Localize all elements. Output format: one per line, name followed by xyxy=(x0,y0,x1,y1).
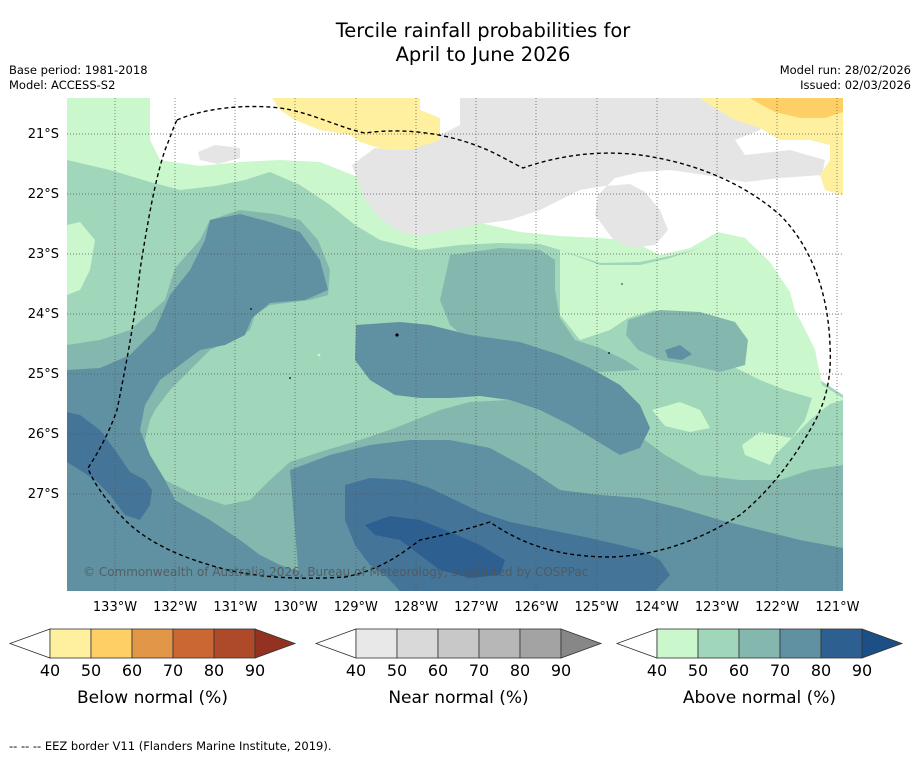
field-below-northeast-60 xyxy=(750,98,843,118)
field-above-40-south-2 xyxy=(652,402,710,432)
legend-swatch xyxy=(437,628,480,659)
legend-tick: 90 xyxy=(852,661,872,680)
legend-swatch xyxy=(779,628,822,659)
map-title: Tercile rainfall probabilities for April… xyxy=(0,19,919,67)
longitude-label: 127°W xyxy=(454,600,498,615)
longitude-label: 126°W xyxy=(514,600,558,615)
legend-swatch xyxy=(8,628,51,659)
title-line-1: Tercile rainfall probabilities for xyxy=(335,19,631,42)
latitude-label: 27°S xyxy=(28,487,59,502)
legend-swatch xyxy=(355,628,398,659)
legend-title: Below normal (%) xyxy=(77,688,228,708)
legend-swatch xyxy=(519,628,562,659)
legend-title: Near normal (%) xyxy=(388,688,528,708)
legend-tick: 60 xyxy=(428,661,448,680)
field-above-80-west xyxy=(67,412,152,520)
field-below-northeast xyxy=(700,98,843,195)
field-near-north xyxy=(352,98,825,248)
legend-tick: 50 xyxy=(387,661,407,680)
legend-1: 40 50 60 70 80 90 Below normal (%) xyxy=(8,628,297,708)
meta-left: Base period: 1981-2018 Model: ACCESS-S2 xyxy=(9,63,148,93)
field-above-70-center xyxy=(355,322,650,455)
longitude-label: 124°W xyxy=(635,600,679,615)
legend-swatch xyxy=(172,628,215,659)
field-above-60-east xyxy=(626,310,748,372)
longitude-label: 132°W xyxy=(153,600,197,615)
legend-swatch xyxy=(90,628,133,659)
legend-swatch xyxy=(697,628,740,659)
longitude-label: 125°W xyxy=(575,600,619,615)
legend-tick: 50 xyxy=(688,661,708,680)
longitude-label: 122°W xyxy=(755,600,799,615)
legend-swatch xyxy=(656,628,699,659)
probability-field xyxy=(67,98,843,591)
legend-tick: 90 xyxy=(245,661,265,680)
legend-tick: 40 xyxy=(346,661,366,680)
latitude-label: 23°S xyxy=(28,247,59,262)
legend-tick: 60 xyxy=(122,661,142,680)
longitude-label: 128°W xyxy=(394,600,438,615)
legend-2: 40 50 60 70 80 90 Near normal (%) xyxy=(314,628,603,708)
longitude-label: 123°W xyxy=(695,600,739,615)
legend-swatch xyxy=(820,628,863,659)
field-near-west xyxy=(198,145,240,164)
map-gridlines xyxy=(67,98,843,591)
longitude-label: 131°W xyxy=(213,600,257,615)
model-name: Model: ACCESS-S2 xyxy=(9,78,116,92)
latitude-labels: 21°S 22°S 23°S 24°S 25°S 26°S 27°S xyxy=(28,127,59,502)
field-above-40-west xyxy=(67,222,95,295)
field-above-80-south xyxy=(345,478,670,591)
legend-tick: 50 xyxy=(81,661,101,680)
eez-footnote: -- -- -- EEZ border V11 (Flanders Marine… xyxy=(9,739,332,753)
legend-swatch xyxy=(615,628,658,659)
legend-tick: 40 xyxy=(40,661,60,680)
legend-title: Above normal (%) xyxy=(683,688,836,708)
legend-tick: 60 xyxy=(729,661,749,680)
legend-tick: 70 xyxy=(469,661,489,680)
legend-tick: 80 xyxy=(510,661,530,680)
copyright-text: © Commonwealth of Australia 2026, Bureau… xyxy=(83,565,588,579)
latitude-label: 25°S xyxy=(28,367,59,382)
title-line-2: April to June 2026 xyxy=(395,43,571,66)
legend-tick: 80 xyxy=(811,661,831,680)
longitude-label: 133°W xyxy=(93,600,137,615)
model-run: Model run: 28/02/2026 xyxy=(779,63,911,77)
legend-swatch xyxy=(738,628,781,659)
legend-tick: 80 xyxy=(204,661,224,680)
field-below-north xyxy=(272,98,440,150)
meta-right: Model run: 28/02/2026 Issued: 02/03/2026 xyxy=(780,63,911,93)
legend-swatch xyxy=(478,628,521,659)
field-above-90-core xyxy=(365,516,505,578)
eez-border xyxy=(87,105,832,579)
base-period: Base period: 1981-2018 xyxy=(9,63,148,77)
longitude-labels: 133°W 132°W 131°W 130°W 129°W 128°W 127°W 126°W… xyxy=(93,600,860,615)
latitude-label: 21°S xyxy=(28,127,59,142)
legend-swatch xyxy=(396,628,439,659)
field-above-40-band xyxy=(560,235,843,465)
longitude-label: 130°W xyxy=(274,600,318,615)
legend-swatch xyxy=(560,628,603,659)
longitude-label: 121°W xyxy=(815,600,859,615)
legend-tick: 40 xyxy=(647,661,667,680)
issued-date: Issued: 02/03/2026 xyxy=(800,78,911,92)
legend-swatch xyxy=(254,628,297,659)
legends: 40 50 60 70 80 90 Below normal (%) 40 50 60 70 80 90… xyxy=(8,628,904,708)
latitude-label: 26°S xyxy=(28,427,59,442)
legend-swatch xyxy=(314,628,357,659)
longitude-label: 129°W xyxy=(334,600,378,615)
legend-tick: 90 xyxy=(551,661,571,680)
field-white-north xyxy=(150,98,843,400)
legend-tick: 70 xyxy=(163,661,183,680)
legend-swatch xyxy=(861,628,904,659)
legend-swatch xyxy=(131,628,174,659)
legend-swatch xyxy=(49,628,92,659)
island-markers xyxy=(250,283,623,379)
field-above-70-spot xyxy=(665,345,692,360)
legend-3: 40 50 60 70 80 90 Above normal (%) xyxy=(615,628,904,708)
legend-swatch xyxy=(213,628,256,659)
latitude-label: 22°S xyxy=(28,187,59,202)
latitude-label: 24°S xyxy=(28,307,59,322)
legend-tick: 70 xyxy=(770,661,790,680)
